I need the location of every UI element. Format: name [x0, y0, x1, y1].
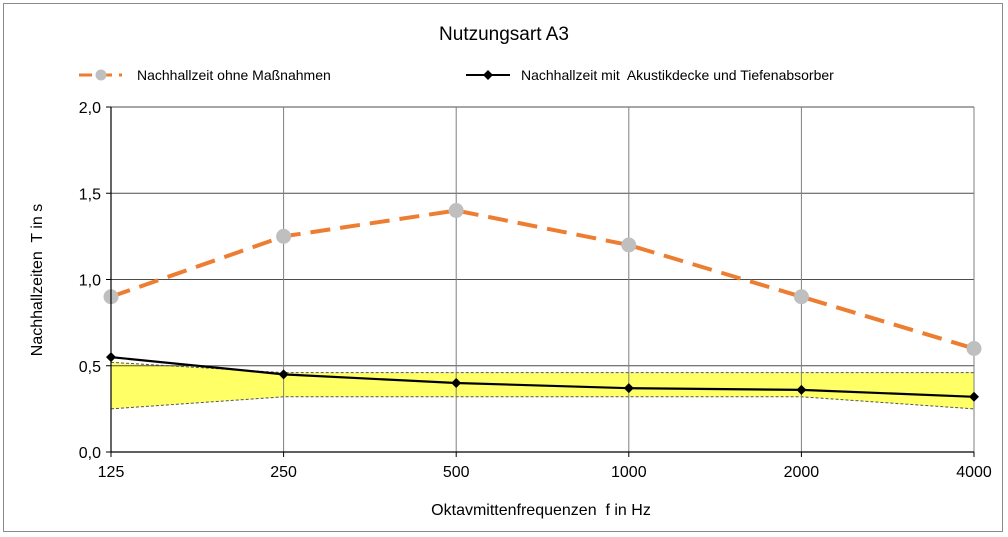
x-tick-label: 1000 — [611, 464, 647, 481]
legend-label-ohne: Nachhallzeit ohne Maßnahmen — [137, 67, 331, 83]
x-tick-label: 500 — [443, 464, 470, 481]
data-point — [969, 391, 979, 402]
x-axis-label: Oktavmittenfrequenzen f in Hz — [431, 502, 651, 519]
tolerance-band-lower — [110, 396, 975, 410]
data-point — [793, 289, 809, 305]
legend-item-mit: Nachhallzeit mit Akustikdecke und Tiefen… — [466, 67, 834, 83]
legend-item-ohne: Nachhallzeit ohne Maßnahmen — [79, 67, 331, 83]
x-tick-label: 250 — [270, 464, 297, 481]
series-1 — [106, 352, 979, 402]
y-axis-label: Nachhallzeiten T in s — [29, 204, 46, 356]
legend: Nachhallzeit ohne Maßnahmen Nachhallzeit… — [79, 67, 834, 83]
grid-layer — [111, 106, 975, 452]
legend-marker-ohne — [95, 69, 107, 81]
data-point — [621, 237, 637, 253]
chart-frame: 0,0 0,5 1,0 1,5 2,0 125 250 500 1000 2000 4000 Nut… — [3, 3, 1003, 532]
data-point — [796, 384, 807, 395]
axis-layer: 0,0 0,5 1,0 1,5 2,0 125 250 500 1000 2000 4000 — [79, 100, 992, 481]
legend-marker-mit — [483, 70, 493, 80]
y-tick-label: 2,0 — [79, 100, 101, 117]
y-tick-label: 0,0 — [79, 445, 101, 462]
data-point — [623, 383, 634, 394]
data-point — [276, 228, 292, 244]
legend-label-mit: Nachhallzeit mit Akustikdecke und Tiefen… — [521, 67, 834, 83]
series-line-0 — [110, 208, 975, 351]
series-line-1 — [110, 356, 975, 398]
chart-title: Nutzungsart A3 — [439, 24, 569, 45]
data-point — [448, 203, 464, 218]
tolerance-band-upper — [110, 361, 974, 374]
data-point — [278, 369, 289, 380]
y-tick-label: 1,5 — [79, 186, 101, 203]
chart: 0,0 0,5 1,0 1,5 2,0 125 250 500 1000 2000 4000 Nut… — [29, 24, 992, 519]
x-tick-label: 2000 — [784, 464, 820, 481]
y-tick-label: 0,5 — [79, 359, 101, 376]
y-tick-label: 1,0 — [79, 273, 101, 290]
x-tick-label: 4000 — [956, 464, 992, 481]
x-tick-label: 125 — [98, 464, 125, 481]
data-point — [451, 378, 462, 388]
data-point — [966, 341, 982, 356]
